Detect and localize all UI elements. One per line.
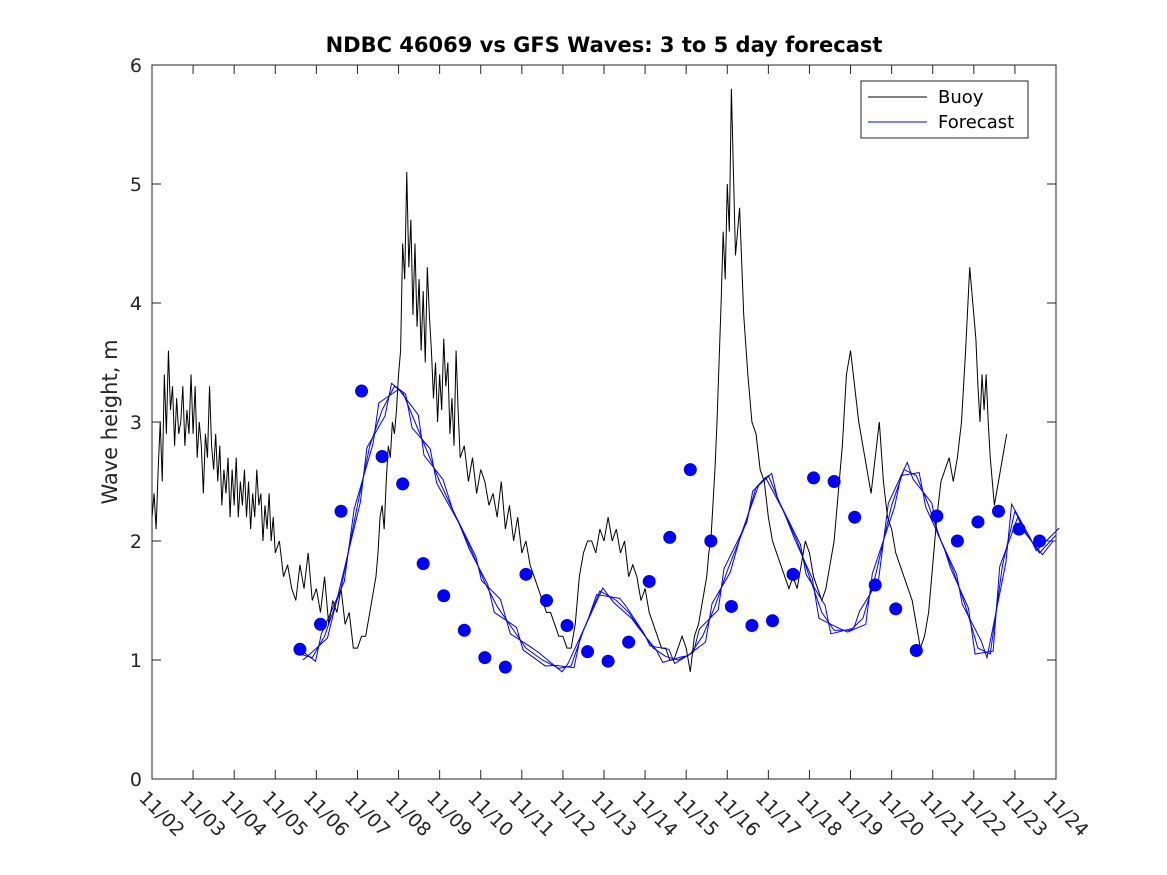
- x-tick-label: 11/08: [381, 787, 435, 841]
- plot-area: [151, 64, 1057, 780]
- x-tick-label: 11/10: [463, 787, 517, 841]
- x-tick-label: 11/12: [545, 787, 599, 841]
- forecast-marker: [704, 534, 718, 548]
- x-tick-label: 11/14: [628, 787, 682, 841]
- x-tick-label: 11/06: [299, 787, 353, 841]
- x-tick-label: 11/05: [258, 787, 312, 841]
- x-tick-label: 11/20: [874, 787, 928, 841]
- legend-buoy-label: Buoy: [938, 87, 984, 108]
- forecast-marker: [930, 509, 944, 523]
- forecast-marker: [334, 504, 348, 518]
- forecast-marker: [807, 471, 821, 485]
- x-tick-label: 11/22: [956, 787, 1010, 841]
- forecast-marker: [437, 589, 451, 603]
- x-tick-label: 11/24: [1038, 787, 1092, 841]
- legend-forecast-label: Forecast: [938, 112, 1014, 133]
- forecast-marker: [1012, 522, 1026, 536]
- y-axis-label: Wave height, m: [98, 339, 122, 504]
- forecast-marker: [313, 617, 327, 631]
- forecast-marker: [375, 450, 389, 464]
- y-axis: 0 1 2 3 4 5 6: [130, 55, 1056, 791]
- forecast-marker: [765, 614, 779, 628]
- forecast-marker: [848, 510, 862, 524]
- forecast-marker: [498, 660, 512, 674]
- x-tick-label: 11/09: [422, 787, 476, 841]
- x-tick-label: 11/13: [586, 787, 640, 841]
- forecast-marker: [539, 594, 553, 607]
- forecast-marker: [991, 504, 1005, 518]
- forecast-marker: [868, 578, 882, 592]
- chart-title: NDBC 46069 vs GFS Waves: 3 to 5 day fore…: [326, 33, 883, 57]
- y-tick-label: 3: [130, 412, 142, 434]
- forecast-marker: [663, 530, 677, 544]
- forecast-marker: [909, 643, 923, 657]
- x-tick-label: 11/17: [751, 787, 805, 841]
- x-tick-label: 11/04: [217, 787, 271, 841]
- forecast-marker: [560, 618, 574, 632]
- y-tick-label: 5: [130, 174, 142, 196]
- x-tick-label: 11/11: [504, 787, 558, 841]
- forecast-marker: [355, 384, 369, 398]
- buoy-line: [151, 88, 1008, 672]
- forecast-marker: [581, 645, 595, 659]
- forecast-marker: [642, 574, 656, 588]
- legend: Buoy Forecast: [860, 80, 1029, 139]
- y-tick-label: 0: [130, 769, 142, 791]
- x-tick-label: 11/02: [134, 787, 188, 841]
- forecast-marker: [724, 599, 738, 613]
- x-tick-label: 11/23: [997, 787, 1051, 841]
- forecast-marker: [457, 623, 471, 637]
- forecast-marker: [293, 642, 307, 656]
- forecast-marker: [745, 618, 759, 632]
- forecast-marker: [971, 515, 985, 529]
- forecast-marker: [416, 557, 430, 571]
- forecast-marker: [827, 475, 841, 488]
- x-tick-label: 11/18: [792, 787, 846, 841]
- forecast-marker: [683, 463, 697, 477]
- y-tick-label: 6: [130, 55, 142, 77]
- forecast-marker: [889, 602, 903, 616]
- x-tick-label: 11/16: [710, 787, 764, 841]
- legend-box: [860, 80, 1029, 139]
- x-tick-label: 11/21: [915, 787, 969, 841]
- y-tick-label: 1: [130, 650, 142, 672]
- x-tick-label: 11/03: [176, 787, 230, 841]
- forecast-line-3: [302, 382, 1054, 669]
- y-tick-label: 4: [130, 293, 142, 315]
- forecast-marker: [1033, 534, 1047, 548]
- forecast-marker: [786, 567, 800, 581]
- forecast-marker: [950, 534, 964, 548]
- forecast-marker: [519, 567, 533, 581]
- x-tick-label: 11/19: [833, 787, 887, 841]
- forecast-marker: [601, 654, 615, 668]
- forecast-marker: [396, 477, 410, 491]
- series-group: [151, 88, 1060, 674]
- x-tick-label: 11/15: [669, 787, 723, 841]
- forecast-marker: [478, 651, 492, 665]
- forecast-marker: [622, 635, 636, 649]
- x-tick-label: 11/07: [340, 787, 394, 841]
- y-tick-label: 2: [130, 531, 142, 553]
